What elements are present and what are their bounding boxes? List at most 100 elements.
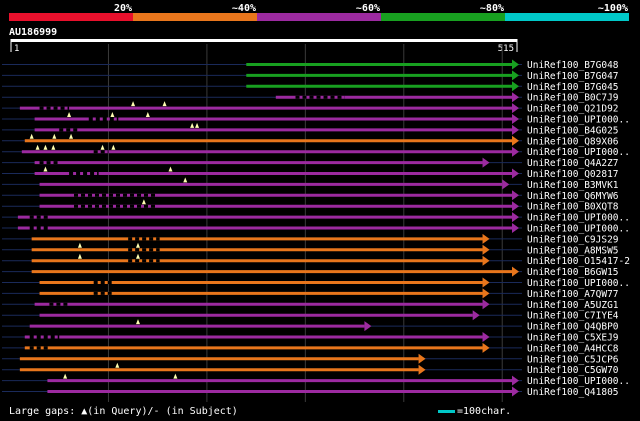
hit-label: UniRef100_Q89X06 (527, 136, 619, 147)
hit-label: UniRef100_C9JS29 (527, 234, 619, 245)
hit-label: UniRef100_Q41805 (527, 387, 619, 398)
identity-scale-segment (505, 13, 629, 21)
hit-label: UniRef100_O15417-2 (527, 256, 630, 267)
hit-arrow (512, 212, 519, 223)
hit-arrow (418, 353, 426, 364)
hit-label: UniRef100_A8MSW5 (527, 245, 619, 256)
hit-label: UniRef100_Q6MYW6 (527, 191, 619, 202)
hit-label: UniRef100_A4HCC8 (527, 343, 619, 354)
query-gap-marker (35, 144, 40, 150)
query-gap-marker (115, 362, 120, 368)
query-gap-marker (183, 177, 188, 183)
hit-arrow (364, 321, 372, 332)
query-gap-marker (135, 253, 140, 259)
hit-arrow (512, 168, 519, 179)
gaps-query-label: (in Query)/ (87, 406, 154, 417)
query-gap-marker (190, 122, 195, 128)
query-id: AU186999 (9, 27, 57, 38)
hit-arrow (512, 70, 519, 81)
query-gap-marker (162, 101, 167, 107)
hit-label: UniRef100_B7G048 (527, 60, 619, 71)
hit-arrow (482, 299, 490, 310)
identity-scale-segment (9, 13, 133, 21)
hit-arrow (482, 233, 490, 244)
hit-label: UniRef100_UPI000.. (527, 376, 630, 387)
hit-arrow (512, 81, 519, 92)
hit-label: UniRef100_UPI000.. (527, 278, 630, 289)
hit-arrow (512, 146, 519, 157)
identity-scale-label: ~80% (480, 3, 504, 14)
identity-scale-label: ~60% (356, 3, 380, 14)
query-gap-marker (195, 122, 200, 128)
hit-arrow (512, 135, 519, 146)
hit-label: UniRef100_C7IYE4 (527, 311, 619, 322)
hit-arrow (512, 201, 519, 212)
hit-arrow (482, 255, 490, 266)
hit-arrow (512, 223, 519, 233)
query-gap-marker (110, 112, 115, 117)
hit-label: UniRef100_UPI000.. (527, 213, 630, 224)
gaps-legend: Large gaps: ▲(in Query)/- (in Subject) (9, 406, 238, 417)
hit-label: UniRef100_B7G047 (527, 71, 619, 82)
hit-label: UniRef100_B6GW15 (527, 267, 619, 278)
hit-label: UniRef100_B0C7J9 (527, 93, 619, 104)
query-gap-marker (63, 373, 68, 379)
query-gap-marker (69, 133, 74, 139)
hit-arrow (512, 386, 519, 397)
hit-arrow (482, 288, 490, 299)
hit-arrow (482, 342, 490, 353)
hit-arrow (512, 124, 519, 135)
query-gap-marker (29, 133, 34, 139)
hit-label: UniRef100_UPI000.. (527, 147, 630, 158)
hit-label: UniRef100_C5XEJ9 (527, 333, 619, 344)
ruler-end-label: 515 (498, 44, 514, 54)
hit-arrow (512, 59, 519, 70)
hit-label: UniRef100_B0XQT8 (527, 202, 619, 213)
hit-arrow (482, 277, 490, 288)
hit-arrow (512, 103, 519, 114)
hit-arrow (512, 114, 519, 124)
hit-arrow (482, 332, 490, 342)
hit-label: UniRef100_Q4A2Z7 (527, 158, 619, 169)
query-gap-marker (43, 166, 48, 172)
query-ruler (11, 39, 517, 42)
query-gap-marker (51, 144, 56, 150)
identity-scale-label: ~40% (232, 3, 256, 14)
query-gap-marker (135, 242, 140, 248)
identity-scale-segment (381, 13, 505, 21)
query-gap-marker (100, 144, 105, 150)
hit-arrow (502, 179, 510, 190)
query-gap-marker (145, 112, 150, 117)
hit-label: UniRef100_Q21D92 (527, 104, 619, 115)
subject-gap-icon: - (153, 406, 160, 417)
hit-label: UniRef100_B7G045 (527, 82, 619, 93)
hit-label: UniRef100_A5UZG1 (527, 300, 619, 311)
hit-label: UniRef100_A7QW77 (527, 289, 619, 300)
hit-arrow (418, 364, 426, 375)
identity-scale-segment (133, 13, 257, 21)
hit-label: UniRef100_C5JCP6 (527, 354, 619, 365)
query-gap-marker (141, 199, 146, 205)
hit-arrow (482, 244, 490, 255)
hit-label: UniRef100_UPI000.. (527, 115, 630, 126)
query-gap-marker (77, 253, 82, 259)
query-gap-marker (131, 101, 136, 107)
hit-arrow (482, 157, 490, 168)
hit-arrow (512, 92, 519, 103)
query-gap-marker (77, 242, 82, 248)
query-gap-icon: ▲ (75, 406, 88, 417)
hit-arrow (512, 266, 519, 277)
scale-label: =100char. (457, 406, 512, 417)
ruler-start-label: 1 (14, 44, 19, 54)
identity-scale-label: ~100% (598, 3, 628, 14)
scale-legend: =100char. (438, 406, 511, 417)
hit-label: UniRef100_B4G025 (527, 125, 619, 136)
hit-label: UniRef100_C5GW70 (527, 365, 619, 376)
query-gap-marker (67, 112, 72, 117)
hit-arrow (512, 190, 519, 201)
query-gap-marker (52, 133, 57, 139)
query-gap-marker (168, 166, 173, 172)
hit-label: UniRef100_B3MVK1 (527, 180, 619, 191)
query-gap-marker (173, 373, 178, 379)
